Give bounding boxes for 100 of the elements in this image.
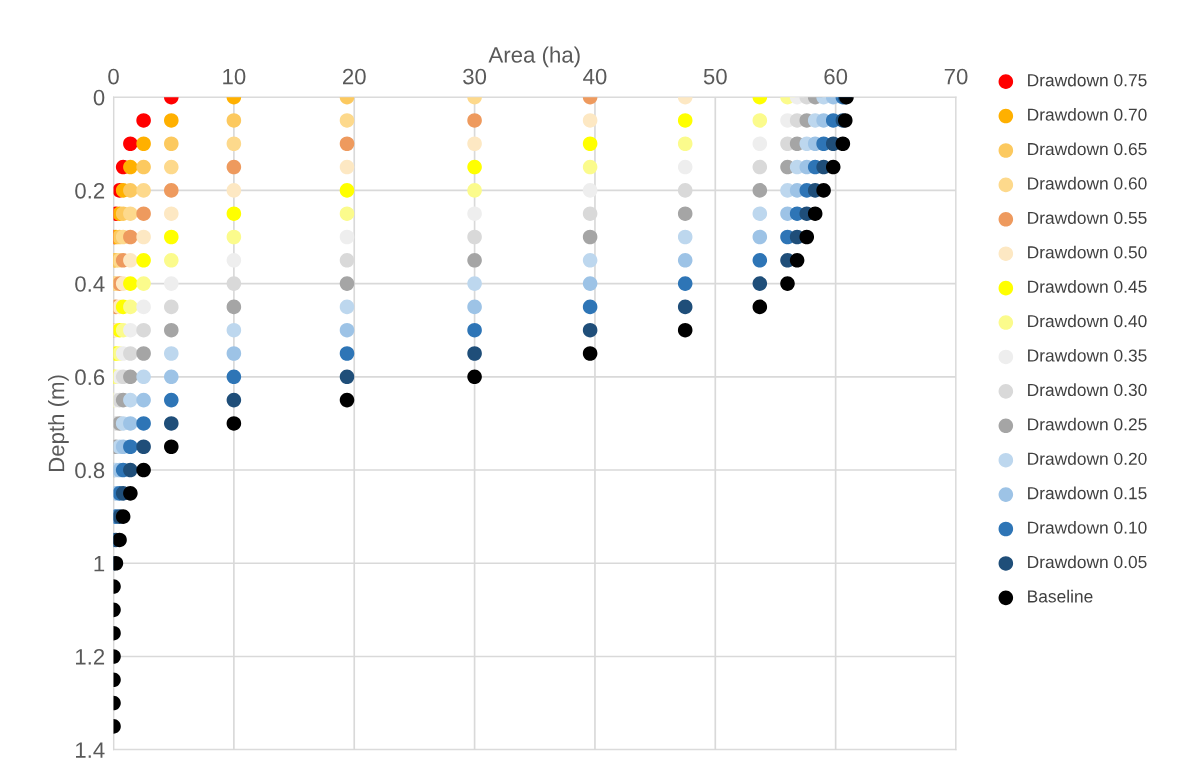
point xyxy=(339,229,355,245)
point xyxy=(226,159,242,175)
x-axis-title: Area (ha) xyxy=(488,46,580,68)
x-tick-label: 30 xyxy=(463,68,487,85)
x-tick-label: 40 xyxy=(583,68,607,85)
point xyxy=(807,206,823,221)
point xyxy=(226,416,242,431)
point xyxy=(226,392,242,408)
legend-label: Drawdown 0.25 xyxy=(1028,417,1147,431)
point xyxy=(136,253,151,268)
point xyxy=(164,183,179,198)
point xyxy=(582,229,598,245)
point xyxy=(339,183,355,198)
y-tick-label: 0.8 xyxy=(75,462,105,479)
point xyxy=(467,183,482,198)
legend-label: Drawdown 0.60 xyxy=(1028,176,1147,190)
point xyxy=(467,253,482,268)
y-tick-label: 1 xyxy=(94,556,105,572)
point xyxy=(136,346,151,361)
point xyxy=(339,159,355,175)
legend-label: Drawdown 0.70 xyxy=(1028,108,1147,121)
point xyxy=(164,229,179,245)
legend-label: Drawdown 0.75 xyxy=(1028,73,1147,87)
point xyxy=(752,206,768,221)
point xyxy=(164,392,179,408)
point xyxy=(752,159,768,175)
point xyxy=(677,183,693,198)
point xyxy=(226,206,242,221)
y-tick-label: 1.2 xyxy=(76,649,105,665)
point xyxy=(467,206,482,221)
point xyxy=(123,299,138,315)
y-tick-label: 1.4 xyxy=(76,742,105,758)
point xyxy=(467,276,482,291)
point xyxy=(123,136,138,152)
point xyxy=(226,183,242,198)
point xyxy=(339,136,355,152)
point xyxy=(752,299,768,315)
legend-label: Drawdown 0.40 xyxy=(1028,314,1147,328)
point xyxy=(123,322,138,338)
point xyxy=(136,322,151,338)
legend-label: Drawdown 0.35 xyxy=(1028,348,1147,362)
point xyxy=(123,486,138,501)
point xyxy=(582,159,598,175)
point xyxy=(123,183,138,198)
y-tick-label: 0 xyxy=(93,89,105,106)
point xyxy=(123,253,138,268)
point xyxy=(582,136,598,152)
point xyxy=(164,113,179,128)
point xyxy=(752,229,768,245)
point xyxy=(339,346,355,361)
point xyxy=(339,276,355,291)
point xyxy=(677,136,693,152)
point xyxy=(136,113,151,128)
legend-label: Drawdown 0.50 xyxy=(1028,245,1147,259)
point xyxy=(582,276,598,291)
point xyxy=(226,369,242,385)
x-tick-label: 70 xyxy=(944,68,968,85)
x-tick-label: 10 xyxy=(223,68,246,85)
point xyxy=(582,346,598,361)
point xyxy=(136,136,151,152)
point xyxy=(136,416,151,431)
point xyxy=(123,276,138,291)
point xyxy=(226,229,242,245)
point xyxy=(467,229,482,245)
point xyxy=(136,276,151,291)
legend-label: Drawdown 0.20 xyxy=(1028,452,1147,465)
point xyxy=(582,299,598,315)
point xyxy=(677,206,693,221)
point xyxy=(677,276,693,291)
point xyxy=(467,369,482,385)
point xyxy=(123,346,138,361)
point xyxy=(164,159,179,175)
point xyxy=(164,346,179,361)
point xyxy=(123,416,138,431)
point xyxy=(582,183,598,198)
point xyxy=(164,299,179,315)
point xyxy=(339,253,355,268)
point xyxy=(115,509,131,524)
point xyxy=(164,136,179,152)
point xyxy=(582,113,598,128)
point xyxy=(164,439,179,455)
point xyxy=(164,322,179,338)
point xyxy=(677,322,693,338)
point xyxy=(164,253,179,268)
point xyxy=(136,159,151,175)
point xyxy=(780,276,795,291)
point xyxy=(677,299,693,315)
point xyxy=(582,322,598,338)
point xyxy=(123,206,138,221)
point xyxy=(467,322,482,338)
point xyxy=(339,392,355,408)
point xyxy=(582,206,598,221)
point xyxy=(677,253,693,268)
point xyxy=(799,229,815,245)
point xyxy=(226,253,242,268)
point xyxy=(136,229,151,245)
point xyxy=(339,299,355,315)
point xyxy=(123,439,138,455)
y-axis-title: Depth (m) xyxy=(48,375,69,471)
point xyxy=(226,276,242,291)
